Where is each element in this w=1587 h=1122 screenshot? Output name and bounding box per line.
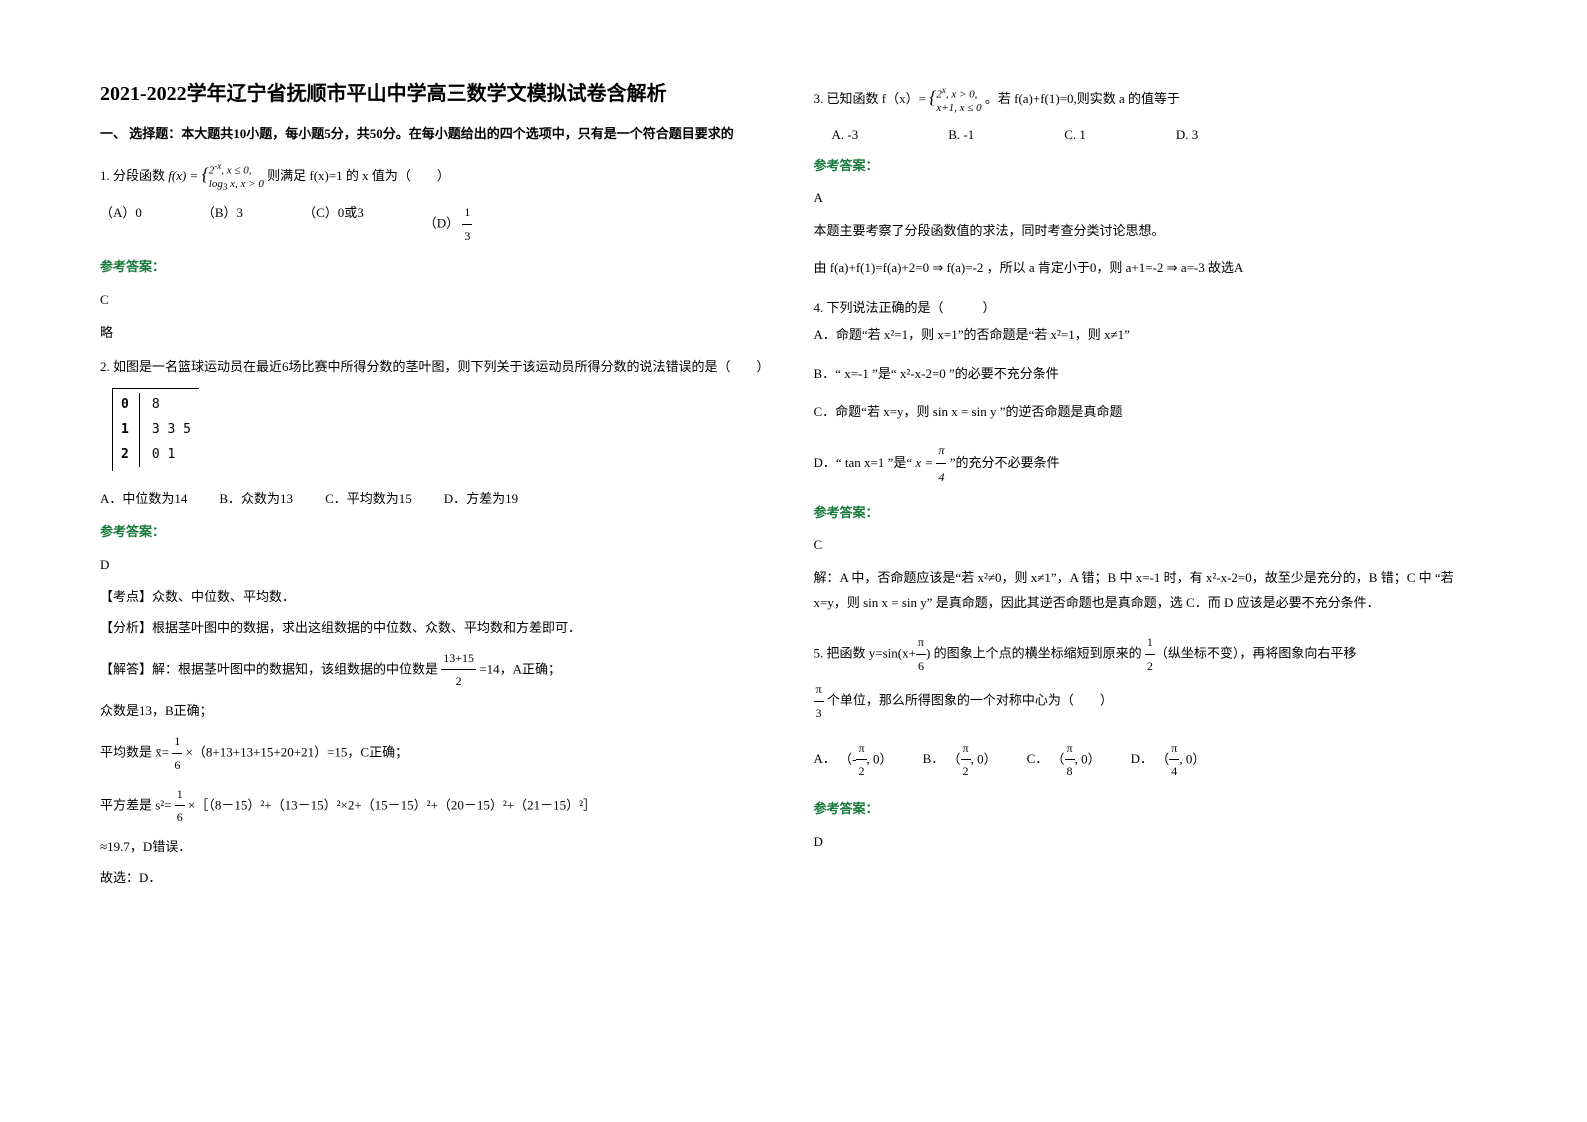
question-2: 2. 如图是一名篮球运动员在最近6场比赛中所得分数的茎叶图，则下列关于该运动员所… [100,355,774,896]
q3-optB: B. -1 [948,123,974,148]
stem-leaf-plot: 08 13 3 5 20 1 [112,388,199,471]
q4-optA: A．命题“若 x²=1，则 x=1”的否命题是“若 x²=1，则 x≠1” [814,321,1488,350]
q1-answer: C [100,288,774,313]
q2-optC: C．平均数为15 [325,487,412,512]
q4-answer-label: 参考答案： [814,501,1488,526]
q1-optD-frac: 13 [462,201,472,248]
q2-line3: 平均数是 x̄= 16 ×（8+13+13+15+20+21）=15，C正确； [100,730,774,777]
q3-optD: D. 3 [1176,123,1198,148]
q2-frac2: 16 [172,730,182,777]
q3-text: 3. 已知函数 f（x）= {2x, x > 0,x+1, x ≤ 0 。若 f… [814,80,1488,115]
stem-row-0: 08 [121,393,191,418]
q2-optA: A．中位数为14 [100,487,187,512]
q2-text: 2. 如图是一名篮球运动员在最近6场比赛中所得分数的茎叶图，则下列关于该运动员所… [100,355,774,380]
q2-optD: D．方差为19 [444,487,518,512]
stem-row-1: 13 3 5 [121,418,191,443]
question-4: 4. 下列说法正确的是（ ） A．命题“若 x²=1，则 x=1”的否命题是“若… [814,296,1488,621]
q5-answer-label: 参考答案： [814,797,1488,822]
q4-text: 4. 下列说法正确的是（ ） [814,296,1488,321]
q4-optC: C．命题“若 x=y，则 sin x = sin y ”的逆否命题是真命题 [814,398,1488,427]
q4-optD: D．“ tan x=1 ”是“ x = π4 ”的充分不必要条件 [814,437,1488,491]
q5-frac3: π3 [814,678,824,725]
document-title: 2021-2022学年辽宁省抚顺市平山中学高三数学文模拟试卷含解析 [100,80,774,108]
section-header: 一、 选择题：本大题共10小题，每小题5分，共50分。在每小题给出的四个选项中，… [100,124,774,145]
q5-options: A． （-π2, 0） B． （π2, 0） C． （π8, 0） D． （π4… [814,737,1488,784]
q1-text: 1. 分段函数 f(x) = {2-x, x ≤ 0,log3 x, x > 0… [100,157,774,193]
q1-suffix: 则满足 f(x)=1 的 x 值为（ ） [267,168,450,183]
q3-analysis2: 由 f(a)+f(1)=f(a)+2=0 ⇒ f(a)=-2 ，所以 a 肯定小… [814,256,1488,281]
q2-line5: ≈19.7，D错误． [100,835,774,860]
q3-formula: {2x, x > 0,x+1, x ≤ 0 [929,91,981,106]
q2-answer: D [100,553,774,578]
question-3: 3. 已知函数 f（x）= {2x, x > 0,x+1, x ≤ 0 。若 f… [814,80,1488,286]
q2-solve: 【解答】解：根据茎叶图中的数据知，该组数据的中位数是 13+152 =14，A正… [100,647,774,694]
q1-optC: （C）0或3 [303,201,364,248]
q2-frac1: 13+152 [441,647,476,694]
q5-optD: D． （π4, 0） [1131,737,1206,784]
q1-brief: 略 [100,321,774,346]
q2-point: 【考点】众数、中位数、平均数． [100,585,774,610]
q3-optA: A. -3 [832,123,859,148]
q4-optD-frac: x = π4 [915,455,946,470]
q3-options: A. -3 B. -1 C. 1 D. 3 [814,123,1488,148]
q4-analysis: 解：A 中，否命题应该是“若 x²≠0，则 x≠1”，A 错；B 中 x=-1 … [814,566,1488,615]
q1-formula: f(x) = {2-x, x ≤ 0,log3 x, x > 0 [168,168,264,183]
q2-optB: B．众数为13 [219,487,293,512]
q5-text: 5. 把函数 y=sin(x+π6) 的图象上个点的横坐标缩短到原来的 12（纵… [814,631,1488,678]
q2-line2: 众数是13，B正确； [100,699,774,724]
q1-optA: （A）0 [100,201,142,248]
q1-optD: （D） 13 [424,201,473,248]
q5-text2: π3 个单位，那么所得图象的一个对称中心为（ ） [814,678,1488,725]
q5-optB: B． （π2, 0） [923,737,997,784]
left-column: 2021-2022学年辽宁省抚顺市平山中学高三数学文模拟试卷含解析 一、 选择题… [100,80,774,1092]
question-1: 1. 分段函数 f(x) = {2-x, x ≤ 0,log3 x, x > 0… [100,157,774,346]
q5-frac2: 12 [1145,631,1155,678]
q2-frac3: 16 [175,783,185,830]
q3-analysis1: 本题主要考察了分段函数值的求法，同时考查分类讨论思想。 [814,219,1488,244]
q2-options: A．中位数为14 B．众数为13 C．平均数为15 D．方差为19 [100,487,774,512]
question-5: 5. 把函数 y=sin(x+π6) 的图象上个点的横坐标缩短到原来的 12（纵… [814,631,1488,862]
q2-line4: 平方差是 s²= 16 ×［（8－15）²+（13－15）²×2+（15－15）… [100,783,774,830]
q2-answer-label: 参考答案： [100,520,774,545]
q5-optC: C． （π8, 0） [1027,737,1101,784]
q3-optC: C. 1 [1064,123,1086,148]
q1-prefix: 1. 分段函数 [100,168,168,183]
q1-options: （A）0 （B）3 （C）0或3 （D） 13 [100,201,774,248]
stem-row-2: 20 1 [121,443,191,468]
q1-optB: （B）3 [202,201,243,248]
q2-line6: 故选：D． [100,866,774,891]
q2-analysis: 【分析】根据茎叶图中的数据，求出这组数据的中位数、众数、平均数和方差即可． [100,616,774,641]
q3-answer-label: 参考答案： [814,154,1488,179]
q5-optA: A． （-π2, 0） [814,737,893,784]
q1-answer-label: 参考答案： [100,255,774,280]
q4-answer: C [814,533,1488,558]
right-column: 3. 已知函数 f（x）= {2x, x > 0,x+1, x ≤ 0 。若 f… [814,80,1488,1092]
q5-frac1: π6 [916,631,926,678]
q5-answer: D [814,830,1488,855]
q3-answer: A [814,186,1488,211]
q4-optB: B．“ x=-1 ”是“ x²-x-2=0 ”的必要不充分条件 [814,360,1488,389]
